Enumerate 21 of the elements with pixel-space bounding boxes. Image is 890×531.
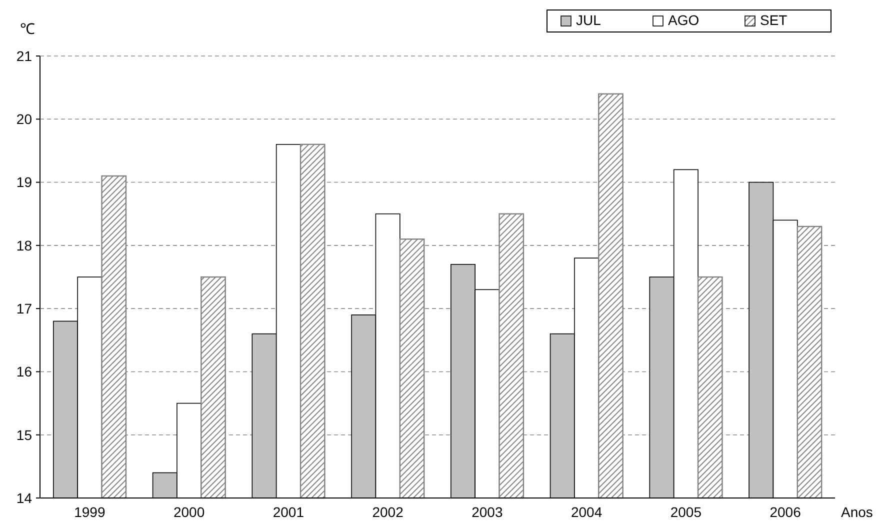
x-axis-title: Anos [841, 504, 873, 520]
y-tick-label: 18 [16, 237, 32, 254]
x-tick-label: 1999 [74, 504, 106, 520]
x-tick-label: 2005 [670, 504, 702, 520]
y-tick-label: 15 [16, 426, 32, 443]
legend-label: AGO [668, 12, 700, 28]
y-tick-label: 21 [16, 48, 32, 64]
legend-label: JUL [576, 12, 602, 28]
y-axis-title: ℃ [20, 21, 35, 38]
x-tick-label: 2006 [770, 504, 802, 520]
y-tick-label: 16 [16, 364, 32, 380]
legend-label: SET [760, 12, 788, 28]
x-tick-label: 2001 [272, 504, 304, 520]
y-tick-label: 19 [16, 174, 32, 190]
y-tick-label: 17 [16, 300, 32, 316]
x-tick-label: 2000 [173, 504, 205, 520]
y-tick-label: 14 [16, 490, 32, 506]
x-tick-label: 2003 [472, 504, 503, 520]
x-tick-label: 2002 [372, 504, 404, 520]
x-tick-label: 2004 [570, 504, 602, 520]
y-tick-label: 20 [16, 111, 32, 128]
